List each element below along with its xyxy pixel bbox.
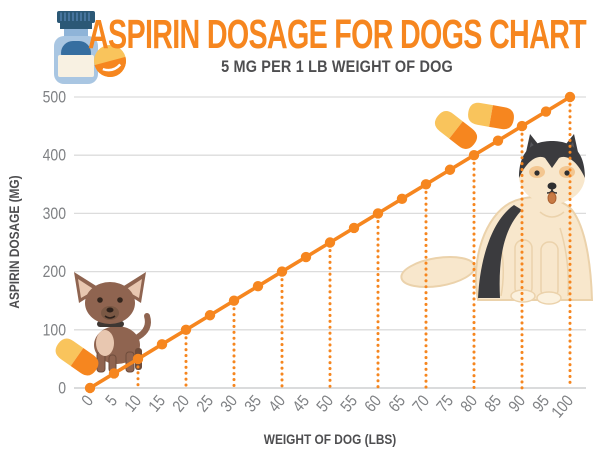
y-axis-title-group: ASPIRIN DOSAGE (MG) [6,175,22,308]
husky-illustration [400,134,594,305]
data-point-75 [444,164,456,175]
data-point-30 [228,295,240,306]
page-title: ASPIRIN DOSAGE FOR DOGS CHART [88,11,587,57]
gridlines-group [74,96,586,389]
x-tick-label-75: 75 [433,392,457,416]
y-tick-label-300: 300 [43,205,66,223]
data-point-50 [324,237,336,248]
data-point-0 [84,382,96,394]
y-tick-label-400: 400 [43,147,66,165]
x-tick-label-50: 50 [313,392,337,416]
header: ASPIRIN DOSAGE FOR DOGS CHART 5 MG PER 1… [0,0,600,87]
x-tick-label-5: 5 [102,392,121,410]
x-tick-label-70: 70 [409,392,433,416]
x-tick-labels-group: 0 5 10 15 20 25 30 35 40 45 50 55 60 65 70 75 80 85 90 9510… [78,392,577,422]
x-tick-label-35: 35 [241,392,265,416]
medicine-bottle-icon [54,11,126,84]
data-point-60 [372,208,384,219]
x-tick-label-65: 65 [385,392,409,416]
chihuahua-illustration [74,272,151,373]
bottle-cap-flange [60,23,92,29]
data-point-35 [252,280,264,292]
round-pill-icon [94,45,126,77]
bottle-cap-ribs [60,12,90,21]
data-point-25 [204,310,216,321]
data-point-55 [348,222,360,234]
x-tick-label-60: 60 [361,392,385,416]
data-point-70 [420,179,432,190]
x-tick-label-15: 15 [145,392,169,416]
x-tick-label-30: 30 [217,392,241,416]
y-tick-labels-group: 0 100 200 300 400 500 [43,88,66,397]
x-tick-label-40: 40 [265,392,289,416]
x-tick-label-20: 20 [169,392,193,416]
data-point-45 [300,251,312,263]
y-tick-label-100: 100 [43,321,66,339]
bottle-label [58,55,94,77]
x-tick-label-10: 10 [121,392,145,416]
y-axis-title: ASPIRIN DOSAGE (MG) [6,175,22,308]
data-point-15 [156,339,168,350]
decorations-group [51,101,594,380]
x-tick-label-45: 45 [289,392,313,416]
guides-group [136,103,572,390]
x-tick-label-90: 90 [505,392,529,416]
x-tick-label-0: 0 [78,392,97,410]
page-subtitle: 5 MG PER 1 LB WEIGHT OF DOG [221,57,453,76]
x-tick-label-25: 25 [193,392,217,416]
bottle-neck [64,29,88,37]
data-point-65 [396,193,408,205]
chart-area: 0 100 200 300 400 500 [0,87,600,467]
data-point-95 [540,106,552,117]
data-point-20 [180,324,192,335]
x-tick-label-80: 80 [457,392,481,416]
data-point-85 [492,135,504,146]
x-axis-title-group: WEIGHT OF DOG (LBS) [264,431,397,447]
series-group [84,91,576,394]
data-point-80 [468,150,480,161]
data-point-5 [108,368,120,379]
capsule-pill-icon [466,101,516,131]
data-point-40 [276,266,288,277]
header-text: ASPIRIN DOSAGE FOR DOGS CHART 5 MG PER 1… [0,11,600,76]
data-point-100 [564,91,576,103]
x-tick-label-100: 100 [548,392,577,422]
data-point-10 [132,353,144,365]
x-tick-label-55: 55 [337,392,361,416]
x-tick-label-85: 85 [481,392,505,416]
y-tick-label-0: 0 [58,379,66,397]
y-tick-label-200: 200 [43,263,66,281]
y-tick-label-500: 500 [43,88,66,106]
x-axis-title: WEIGHT OF DOG (LBS) [264,431,397,447]
data-point-90 [516,120,528,132]
